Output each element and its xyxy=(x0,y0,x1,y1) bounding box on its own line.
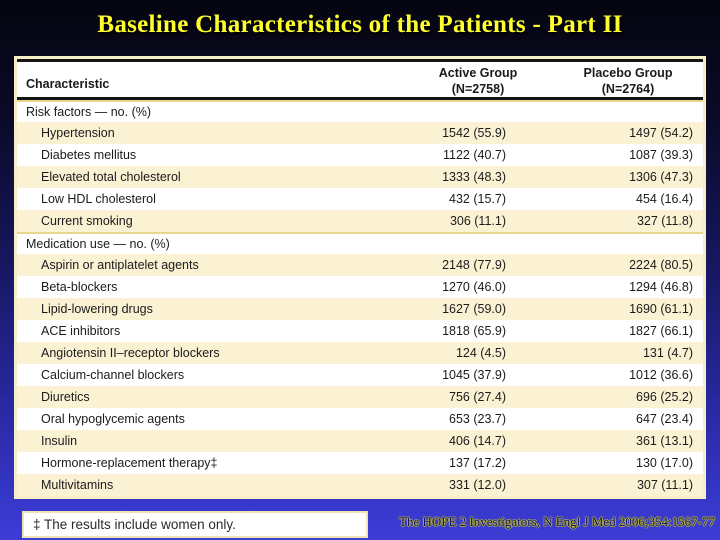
baseline-characteristics-table: Characteristic Active Group (N=2758) Plac… xyxy=(14,56,706,499)
placebo-group-label: Placebo Group xyxy=(583,65,673,80)
placebo-group-value: 454 (16.4) xyxy=(636,192,693,206)
placebo-group-value: 696 (25.2) xyxy=(636,390,693,404)
table-row: Beta-blockers 1270 (46.0) 1294 (46.8) xyxy=(17,276,703,298)
table-row: Low HDL cholesterol 432 (15.7) 454 (16.4) xyxy=(17,188,703,210)
table-row: Hypertension 1542 (55.9) 1497 (54.2) xyxy=(17,122,703,144)
row-label: Current smoking xyxy=(41,214,133,228)
placebo-group-value: 1294 (46.8) xyxy=(629,280,693,294)
placebo-group-value: 131 (4.7) xyxy=(642,346,693,360)
row-label: Angiotensin II–receptor blockers xyxy=(41,346,220,360)
placebo-group-value: 307 (11.1) xyxy=(636,478,693,492)
row-label: Diuretics xyxy=(41,390,90,404)
active-group-value: 1333 (48.3) xyxy=(442,170,506,184)
table-row: ACE inhibitors 1818 (65.9) 1827 (66.1) xyxy=(17,320,703,342)
slide-title: Baseline Characteristics of the Patients… xyxy=(97,11,623,38)
active-group-value: 124 (4.5) xyxy=(455,346,506,360)
placebo-group-value: 1690 (61.1) xyxy=(629,302,693,316)
active-group-value: 1818 (65.9) xyxy=(442,324,506,338)
active-group-value: 653 (23.7) xyxy=(449,412,506,426)
row-label: Hormone-replacement therapy‡ xyxy=(41,456,218,470)
placebo-group-n: (N=2764) xyxy=(601,81,655,96)
table-row: Elevated total cholesterol 1333 (48.3) 130… xyxy=(17,166,703,188)
table-row: Lipid-lowering drugs 1627 (59.0) 1690 (61.… xyxy=(17,298,703,320)
row-label: Hypertension xyxy=(41,126,115,140)
active-group-value: 306 (11.1) xyxy=(449,214,506,228)
placebo-group-value: 2224 (80.5) xyxy=(629,258,693,272)
row-label: Multivitamins xyxy=(41,478,114,492)
active-group-value: 406 (14.7) xyxy=(449,434,506,448)
table-row: Angiotensin II–receptor blockers 124 (4.5… xyxy=(17,342,703,364)
table-body: Risk factors — no. (%) Hypertension 1542 (… xyxy=(17,100,703,496)
placebo-group-value: 1827 (66.1) xyxy=(629,324,693,338)
placebo-group-value: 1087 (39.3) xyxy=(629,148,693,162)
table-section-row: Medication use — no. (%) xyxy=(17,232,703,254)
placebo-group-value: 1497 (54.2) xyxy=(629,126,693,140)
table-row: Oral hypoglycemic agents 653 (23.7) 647 (2… xyxy=(17,408,703,430)
column-header-placebo-group: Placebo Group (N=2764) xyxy=(553,62,703,97)
row-label: Medication use — no. (%) xyxy=(26,237,170,251)
placebo-group-value: 130 (17.0) xyxy=(636,456,693,470)
row-label: Risk factors — no. (%) xyxy=(26,105,152,119)
table-row: Insulin 406 (14.7) 361 (13.1) xyxy=(17,430,703,452)
row-label: Diabetes mellitus xyxy=(41,148,137,162)
active-group-value: 756 (27.4) xyxy=(449,390,506,404)
row-label: Insulin xyxy=(41,434,78,448)
table-row: Aspirin or antiplatelet agents 2148 (77.9… xyxy=(17,254,703,276)
table-top-rule xyxy=(17,59,703,62)
table-row: Current smoking 306 (11.1) 327 (11.8) xyxy=(17,210,703,232)
placebo-group-value: 361 (13.1) xyxy=(636,434,693,448)
active-group-value: 1542 (55.9) xyxy=(442,126,506,140)
row-label: Calcium-channel blockers xyxy=(41,368,185,382)
table-section-row: Risk factors — no. (%) xyxy=(17,100,703,122)
active-group-value: 1627 (59.0) xyxy=(442,302,506,316)
active-group-label: Active Group xyxy=(438,65,518,80)
table-row: Diabetes mellitus 1122 (40.7) 1087 (39.3) xyxy=(17,144,703,166)
placebo-group-value: 647 (23.4) xyxy=(636,412,693,426)
active-group-value: 1270 (46.0) xyxy=(442,280,506,294)
table-row: Calcium-channel blockers 1045 (37.9) 1012 … xyxy=(17,364,703,386)
row-label: Oral hypoglycemic agents xyxy=(41,412,185,426)
footnote-box: ‡ The results include women only. xyxy=(22,511,368,538)
active-group-value: 331 (12.0) xyxy=(449,478,506,492)
row-label: Beta-blockers xyxy=(41,280,118,294)
placebo-group-value: 1306 (47.3) xyxy=(629,170,693,184)
active-group-value: 432 (15.7) xyxy=(449,192,506,206)
active-group-value: 1122 (40.7) xyxy=(442,148,506,162)
column-header-active-group: Active Group (N=2758) xyxy=(403,62,553,97)
placebo-group-value: 327 (11.8) xyxy=(636,214,693,228)
active-group-value: 2148 (77.9) xyxy=(442,258,506,272)
table-row: Multivitamins 331 (12.0) 307 (11.1) xyxy=(17,474,703,496)
active-group-n: (N=2758) xyxy=(451,81,505,96)
table-header-row: Characteristic Active Group (N=2758) Plac… xyxy=(17,62,703,100)
row-label: Lipid-lowering drugs xyxy=(41,302,153,316)
footnote-text: ‡ The results include women only. xyxy=(33,517,236,532)
column-header-characteristic: Characteristic xyxy=(26,77,110,92)
citation: The HOPE 2 Investigators, N Engl J Med 2… xyxy=(399,514,715,529)
placebo-group-value: 1012 (36.6) xyxy=(629,368,693,382)
active-group-value: 137 (17.2) xyxy=(449,456,506,470)
row-label: Low HDL cholesterol xyxy=(41,192,156,206)
table-row: Hormone-replacement therapy‡ 137 (17.2) 13… xyxy=(17,452,703,474)
table-row: Diuretics 756 (27.4) 696 (25.2) xyxy=(17,386,703,408)
row-label: Elevated total cholesterol xyxy=(41,170,181,184)
row-label: ACE inhibitors xyxy=(41,324,121,338)
row-label: Aspirin or antiplatelet agents xyxy=(41,258,199,272)
active-group-value: 1045 (37.9) xyxy=(442,368,506,382)
